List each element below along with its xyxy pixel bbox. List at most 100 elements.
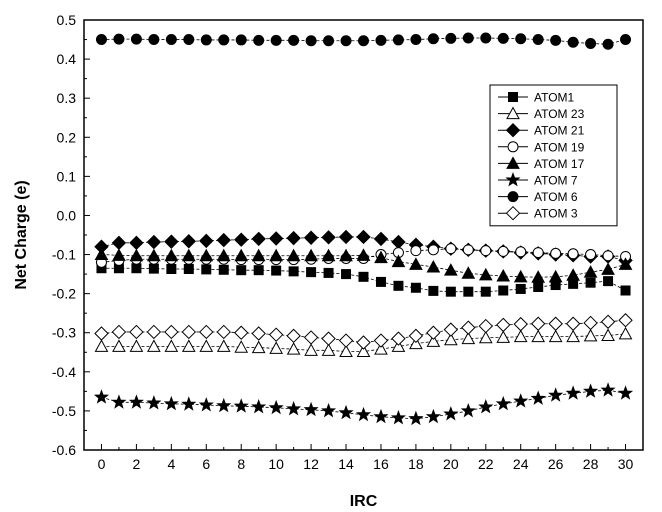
- legend-marker-atom6: [507, 191, 519, 203]
- data-point-atom1: [183, 264, 194, 275]
- data-point-atom7: [303, 401, 319, 417]
- data-point-atom23: [234, 340, 249, 353]
- data-point-atom17: [147, 248, 161, 262]
- data-point-atom3: [216, 324, 231, 340]
- legend-marker-atom17: [506, 156, 520, 169]
- data-point-atom1: [515, 283, 526, 294]
- x-tick-label: 0: [98, 456, 106, 472]
- data-point-atom6: [218, 34, 230, 46]
- data-point-atom17: [164, 248, 179, 262]
- data-point-atom1: [323, 267, 334, 278]
- data-point-atom7: [530, 390, 546, 405]
- data-point-atom17: [234, 248, 249, 262]
- data-point-atom1: [148, 263, 159, 274]
- data-point-atom7: [251, 399, 267, 414]
- data-point-atom17: [321, 248, 336, 262]
- data-point-atom7: [146, 395, 162, 410]
- data-point-atom17: [181, 248, 196, 262]
- series-markers-atom1: [96, 263, 631, 297]
- data-point-atom3: [356, 335, 371, 350]
- series-markers-atom23: [94, 326, 633, 357]
- series-markers-atom7: [93, 382, 634, 426]
- data-point-atom7: [216, 397, 232, 413]
- y-tick-label: -0.4: [52, 364, 76, 380]
- data-point-atom3: [94, 326, 109, 341]
- data-point-atom7: [408, 410, 424, 426]
- data-point-atom6: [515, 33, 527, 45]
- data-point-atom1: [463, 286, 474, 297]
- legend-marker-atom1: [508, 92, 518, 102]
- data-point-atom17: [444, 263, 458, 276]
- data-point-atom19: [585, 249, 597, 261]
- data-point-atom23: [356, 344, 371, 357]
- data-point-atom23: [374, 342, 388, 355]
- data-point-atom3: [338, 333, 354, 348]
- data-point-atom3: [478, 318, 493, 334]
- data-point-atom1: [410, 282, 421, 293]
- data-point-atom7: [321, 402, 337, 418]
- data-point-atom1: [131, 263, 142, 274]
- data-point-atom1: [445, 286, 456, 297]
- data-point-atom19: [445, 243, 457, 255]
- y-tick-label: -0.5: [52, 403, 76, 419]
- legend-label-atom23: ATOM 23: [534, 107, 585, 121]
- x-tick-label: 12: [303, 456, 319, 472]
- legend-marker-atom23: [506, 106, 520, 120]
- data-point-atom6: [235, 34, 247, 46]
- data-point-atom21: [129, 235, 144, 251]
- data-point-atom23: [147, 339, 161, 352]
- data-point-atom6: [567, 36, 579, 48]
- data-point-atom3: [583, 315, 598, 331]
- data-point-atom6: [358, 35, 369, 47]
- y-tick-label: 0.4: [57, 51, 77, 67]
- y-tick-label: 0.2: [57, 129, 77, 145]
- data-point-atom1: [585, 277, 596, 288]
- data-point-atom21: [251, 231, 266, 247]
- data-point-atom17: [112, 248, 126, 261]
- x-tick-label: 8: [237, 456, 245, 472]
- data-point-atom3: [548, 316, 563, 331]
- data-point-atom23: [269, 341, 283, 354]
- y-tick-label: -0.6: [52, 442, 76, 458]
- data-point-atom17: [531, 270, 546, 283]
- data-point-atom1: [358, 271, 369, 282]
- data-point-atom7: [198, 397, 214, 412]
- legend-label-atom7: ATOM 7: [534, 174, 578, 188]
- axes: 0 2 4 6 8 10 12 14 16 18 20 22 24 26 28 30-0.6-0.5-0.4-…: [52, 12, 634, 472]
- data-point-atom19: [567, 248, 579, 260]
- data-point-atom23: [199, 339, 214, 352]
- data-point-atom6: [550, 34, 562, 46]
- data-point-atom21: [356, 229, 371, 245]
- x-tick-label: 24: [513, 456, 529, 472]
- data-point-atom21: [234, 232, 249, 247]
- data-point-atom7: [355, 406, 372, 422]
- data-point-atom1: [201, 264, 212, 275]
- data-point-atom6: [392, 34, 404, 46]
- y-tick-label: -0.3: [52, 325, 76, 341]
- y-tick-label: 0.5: [57, 12, 77, 28]
- data-point-atom3: [111, 324, 127, 340]
- data-point-atom7: [443, 406, 459, 421]
- data-point-atom3: [199, 324, 214, 340]
- data-point-atom3: [443, 322, 459, 337]
- data-point-atom23: [531, 329, 546, 343]
- data-point-atom17: [496, 269, 511, 282]
- data-point-atom23: [461, 331, 476, 345]
- data-point-atom17: [583, 265, 598, 278]
- data-point-atom1: [533, 281, 544, 292]
- data-point-atom23: [583, 328, 598, 342]
- data-point-atom7: [617, 385, 634, 400]
- data-point-atom7: [548, 387, 564, 402]
- data-point-atom3: [496, 317, 511, 333]
- data-point-atom19: [497, 245, 509, 257]
- data-point-atom17: [426, 260, 441, 273]
- data-point-atom3: [408, 328, 424, 344]
- x-tick-label: 2: [133, 456, 141, 472]
- data-point-atom3: [530, 316, 546, 331]
- data-point-atom23: [618, 326, 633, 340]
- data-point-atom21: [303, 230, 319, 245]
- data-point-atom7: [513, 393, 529, 408]
- data-point-atom1: [288, 266, 299, 277]
- data-point-atom1: [341, 269, 352, 280]
